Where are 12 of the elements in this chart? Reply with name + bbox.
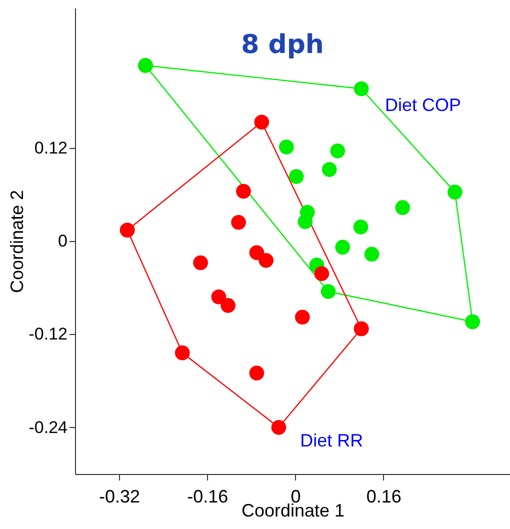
y-tick-label: -0.12 bbox=[28, 324, 68, 344]
y-tick-label: 0 bbox=[58, 232, 68, 250]
annotation: Diet COP bbox=[384, 94, 462, 115]
x-tick-label: 0.16 bbox=[366, 486, 402, 506]
annotation: Diet RR bbox=[300, 430, 364, 450]
x-tick-label: -0.16 bbox=[187, 486, 228, 506]
y-axis-title: Coordinate 2 bbox=[6, 190, 27, 294]
x-tick-label: -0.32 bbox=[99, 486, 140, 506]
text: 8 dph bbox=[241, 30, 324, 60]
y-tick-label: 0.12 bbox=[34, 138, 68, 158]
x-tick-label: 0 bbox=[290, 486, 301, 506]
y-tick-label: -0.24 bbox=[28, 418, 68, 437]
